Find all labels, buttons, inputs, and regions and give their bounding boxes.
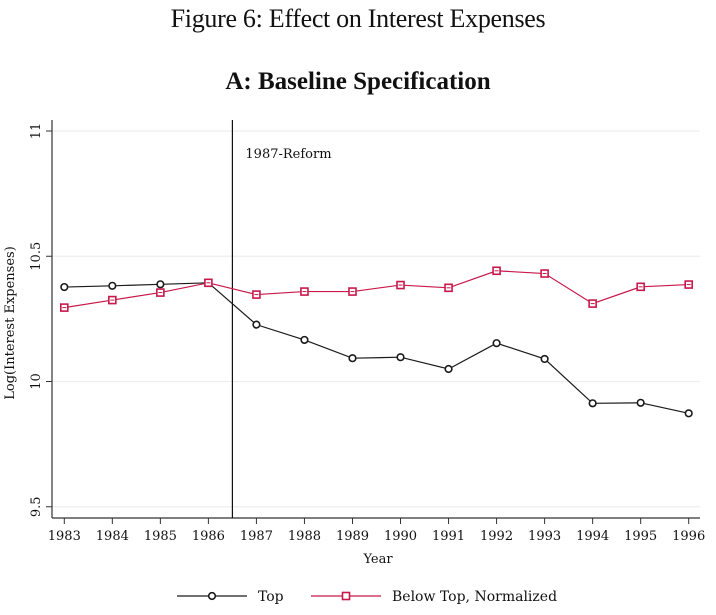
x-tick-label: 1990: [384, 529, 417, 544]
reform-label: 1987-Reform: [245, 147, 331, 162]
x-ticks: 1983 1984 1985 1986 1987 1988 1989 1990 1991 1992…: [48, 518, 705, 544]
legend-top-marker-circle-icon: [207, 591, 217, 601]
legend-below-top-label: Below Top, Normalized: [392, 589, 557, 605]
x-tick-label: 1993: [528, 529, 561, 544]
x-tick-label: 1988: [288, 529, 321, 544]
data-point-circle: [348, 354, 357, 363]
series-line: [64, 282, 689, 414]
x-tick-label: 1985: [144, 529, 177, 544]
data-point-circle: [492, 339, 501, 348]
panel-title: A: Baseline Specification: [225, 68, 491, 95]
y-tick-label: 9.5: [29, 496, 44, 517]
data-point-circle: [60, 282, 69, 292]
gridlines: [52, 130, 700, 508]
data-point-circle: [252, 320, 261, 329]
legend-item-top: Top: [177, 589, 284, 605]
data-point-circle: [636, 398, 645, 407]
x-tick-label: 1984: [96, 529, 129, 544]
y-tick-label: 10.5: [29, 242, 44, 271]
data-point-circle: [444, 364, 453, 374]
x-tick-label: 1994: [576, 529, 609, 544]
figure-title: Figure 6: Effect on Interest Expenses: [170, 4, 546, 33]
series-line: [64, 270, 689, 309]
legend-below-top-marker-square-icon: [341, 591, 351, 601]
series: [59, 266, 694, 418]
axes: [51, 120, 700, 519]
x-tick-label: 1995: [624, 529, 657, 544]
data-point-circle: [108, 281, 117, 290]
x-tick-label: 1987: [240, 529, 273, 544]
x-tick-label: 1989: [336, 529, 369, 544]
data-point-circle: [588, 399, 597, 408]
series-top: [60, 278, 693, 418]
data-point-circle: [684, 409, 693, 418]
x-axis-title: Year: [362, 552, 393, 567]
x-tick-label: 1996: [672, 529, 705, 544]
data-point-circle: [156, 280, 165, 289]
y-axis-title: Log(Interest Expenses): [3, 246, 18, 400]
data-point-circle: [540, 354, 549, 364]
series-below-top: [59, 266, 694, 312]
y-tick-label: 10: [29, 373, 44, 390]
data-point-circle: [300, 335, 309, 345]
y-ticks: 9.5 10 10.5 11: [29, 123, 52, 517]
x-tick-label: 1983: [48, 529, 81, 544]
x-tick-label: 1991: [432, 529, 465, 544]
y-tick-label: 11: [29, 123, 44, 140]
legend-item-below-top: Below Top, Normalized: [311, 589, 557, 605]
data-point-circle: [396, 353, 405, 362]
x-tick-label: 1992: [480, 529, 513, 544]
x-tick-label: 1986: [192, 529, 225, 544]
legend-top-label: Top: [258, 589, 284, 605]
reform-annotation: 1987-Reform: [231, 120, 332, 518]
legend: Top Below Top, Normalized: [177, 589, 557, 605]
